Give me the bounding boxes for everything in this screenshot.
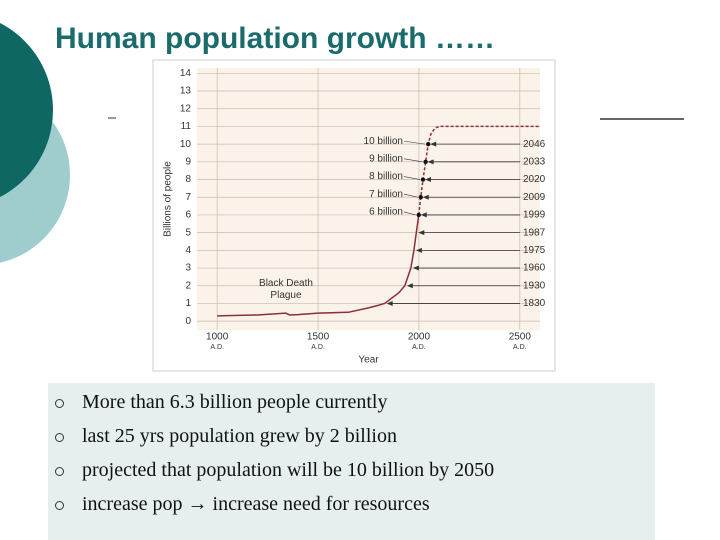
bullet-icon: [55, 399, 64, 408]
billion-arrow: [403, 140, 426, 145]
bullet: projected that population will be 10 bil…: [82, 459, 495, 481]
milestone-year: 1930: [523, 280, 546, 291]
y-tick-label: 4: [185, 245, 191, 256]
milestone-year: 1987: [523, 227, 546, 238]
x-tick-label: 1000: [206, 332, 229, 343]
x-tick-era: A.D.: [513, 344, 527, 351]
billion-arrow: [403, 158, 423, 163]
x-tick-label: 2000: [408, 332, 431, 343]
annotation: Black Death Plague: [259, 278, 313, 301]
x-tick-era: A.D.: [210, 344, 224, 351]
bullet: increase pop → increase need for resourc…: [82, 493, 430, 515]
milestone-year: 2046: [523, 139, 546, 150]
milestone-year: 2020: [523, 174, 546, 185]
deco-circle: [0, 22, 53, 198]
y-tick-label: 1: [185, 298, 191, 309]
arrow-head: [430, 141, 437, 147]
billion-label: 7 billion: [369, 189, 403, 200]
y-tick-label: 13: [180, 86, 192, 97]
bullet-box: More than 6.3 billion people currently l…: [48, 383, 655, 540]
billion-label: 9 billion: [369, 153, 403, 164]
y-tick-label: 12: [180, 103, 192, 114]
x-tick-era: A.D.: [311, 344, 325, 351]
milestone-year: 2033: [523, 156, 546, 167]
y-tick-label: 8: [185, 174, 191, 185]
billion-arrow: [403, 176, 421, 180]
y-tick-label: 3: [185, 263, 191, 274]
x-tick-era: A.D.: [412, 344, 426, 351]
arrow-head: [427, 159, 434, 165]
title: Human population growth ……: [55, 22, 495, 55]
milestone-year: 1830: [523, 298, 546, 309]
y-tick-label: 10: [180, 139, 192, 150]
x-axis-label: Year: [358, 355, 379, 366]
y-tick-label: 0: [185, 316, 191, 327]
billion-label: 6 billion: [369, 207, 403, 218]
arrow-head: [406, 283, 413, 289]
x-tick-label: 2500: [509, 332, 532, 343]
y-tick-label: 14: [180, 68, 192, 79]
milestone-year: 1975: [523, 245, 546, 256]
billion-label: 8 billion: [369, 171, 403, 182]
arrow-head: [415, 247, 422, 253]
plot-area: [197, 68, 540, 330]
billion-dot: [426, 141, 431, 147]
billion-dot: [418, 195, 423, 200]
arrow-head: [422, 194, 429, 200]
bullet-icon: [55, 467, 64, 476]
y-tick-label: 2: [185, 280, 191, 291]
y-axis-label: Billions of people: [163, 161, 174, 237]
bullet-icon: [55, 501, 64, 510]
y-tick-label: 5: [185, 227, 191, 238]
arrow-head: [412, 265, 419, 271]
population-line: [217, 214, 420, 317]
billion-arrow: [403, 211, 416, 216]
y-tick-label: 11: [181, 121, 192, 132]
billion-dot: [416, 212, 421, 218]
arrow-head: [420, 212, 427, 218]
y-tick-label: 9: [185, 156, 191, 167]
arrow-head: [424, 177, 431, 183]
billion-label: 10 billion: [364, 136, 403, 147]
billion-arrow: [403, 193, 418, 198]
bullet: last 25 yrs population grew by 2 billion: [82, 425, 397, 447]
milestone-year: 2009: [523, 192, 546, 203]
y-tick-label: 6: [185, 210, 191, 221]
x-tick-label: 1500: [307, 332, 330, 343]
bullet: More than 6.3 billion people currently: [82, 391, 388, 413]
arrow-head: [418, 230, 425, 236]
milestone-year: 1960: [523, 263, 546, 274]
milestone-year: 1999: [523, 210, 546, 221]
y-tick-label: 7: [185, 192, 191, 203]
billion-dot: [423, 159, 428, 165]
bullet-icon: [55, 433, 64, 442]
billion-dot: [420, 177, 426, 182]
arrow-head: [386, 300, 393, 306]
